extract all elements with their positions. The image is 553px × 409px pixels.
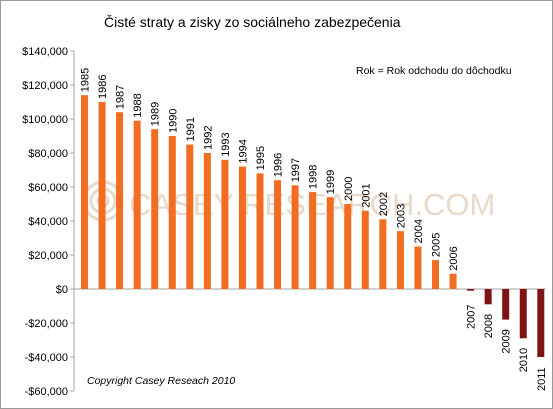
bar-2000: [344, 204, 352, 289]
bar-1992: [203, 153, 211, 289]
y-tick-label: -$20,000: [25, 318, 68, 330]
bar-2004: [414, 246, 422, 289]
bar-1997: [291, 185, 299, 289]
bar-2003: [396, 231, 404, 289]
bar-label-1987: 1987: [115, 85, 127, 109]
y-tick-label: $100,000: [22, 114, 68, 126]
watermark-logo: CASEY RESEARCH.COM: [82, 180, 495, 222]
y-tick-label: $140,000: [22, 46, 68, 58]
bar-label-2004: 2004: [413, 219, 425, 243]
bar-label-1998: 1998: [308, 165, 320, 189]
bar-1991: [186, 144, 194, 289]
bar-label-2010: 2010: [518, 348, 530, 372]
bar-label-2011: 2011: [536, 367, 548, 391]
copyright-note: Copyright Casey Reseach 2010: [87, 375, 235, 387]
bar-label-1997: 1997: [290, 158, 302, 182]
bar-1996: [274, 180, 282, 289]
legend-note: Rok = Rok odchodu do dôchodku: [356, 65, 512, 77]
bar-2009: [502, 289, 510, 320]
bar-2010: [519, 289, 527, 339]
bars-group: [81, 95, 545, 357]
bar-label-1992: 1992: [202, 126, 214, 150]
bar-label-1996: 1996: [273, 153, 285, 177]
bar-1999: [326, 197, 334, 289]
bar-2001: [361, 210, 369, 289]
bar-1985: [81, 95, 88, 289]
bar-2005: [432, 260, 439, 289]
bar-1987: [116, 112, 124, 289]
bar-label-2000: 2000: [343, 177, 355, 201]
bar-1994: [238, 166, 246, 289]
bar-label-1986: 1986: [97, 75, 109, 99]
bar-label-1994: 1994: [237, 139, 249, 163]
bar-label-1993: 1993: [220, 132, 232, 156]
y-tick-label: $120,000: [22, 80, 68, 92]
bar-label-1988: 1988: [132, 93, 144, 117]
y-tick-label: $20,000: [28, 250, 68, 262]
y-tick-label: -$60,000: [25, 386, 68, 398]
bar-1998: [309, 192, 317, 289]
bar-label-1985: 1985: [80, 68, 92, 92]
bar-label-1999: 1999: [325, 170, 337, 194]
bar-label-1991: 1991: [185, 117, 197, 141]
bar-label-1989: 1989: [150, 102, 162, 126]
bar-2006: [449, 273, 457, 289]
bar-labels-group: 1985 1986 1987 1988 1989 1990 1991 1992 1993 1994…: [80, 68, 548, 391]
bar-label-2002: 2002: [378, 192, 390, 216]
bar-2011: [537, 289, 545, 357]
chart-title: Čisté straty a zisky zo sociálneho zabez…: [104, 14, 401, 30]
bar-1995: [256, 173, 264, 289]
bar-label-2005: 2005: [431, 233, 443, 257]
y-tick-label: $60,000: [28, 182, 68, 194]
bar-1993: [221, 159, 229, 289]
bar-label-2009: 2009: [501, 329, 513, 353]
bar-2008: [484, 289, 492, 305]
bar-label-2008: 2008: [483, 314, 495, 338]
y-tick-label: $40,000: [28, 216, 68, 228]
bar-1986: [98, 102, 106, 289]
bar-2002: [379, 219, 387, 289]
bar-label-2006: 2006: [448, 246, 460, 270]
y-tick-label: $0: [56, 284, 68, 296]
bar-1988: [133, 120, 141, 289]
y-tick-label: -$40,000: [25, 352, 68, 364]
bar-label-1990: 1990: [167, 109, 179, 133]
bar-label-2001: 2001: [360, 183, 372, 207]
bar-label-1995: 1995: [255, 146, 267, 170]
bar-1990: [168, 136, 176, 289]
bar-label-2003: 2003: [395, 204, 407, 228]
bar-2007: [467, 289, 475, 291]
bar-label-2007: 2007: [466, 305, 478, 329]
bar-1989: [151, 129, 159, 289]
y-axis-ticks: -$60,000 -$40,000 -$20,000 $0 $20,000 $40,000…: [22, 46, 74, 398]
y-tick-label: $80,000: [28, 148, 68, 160]
